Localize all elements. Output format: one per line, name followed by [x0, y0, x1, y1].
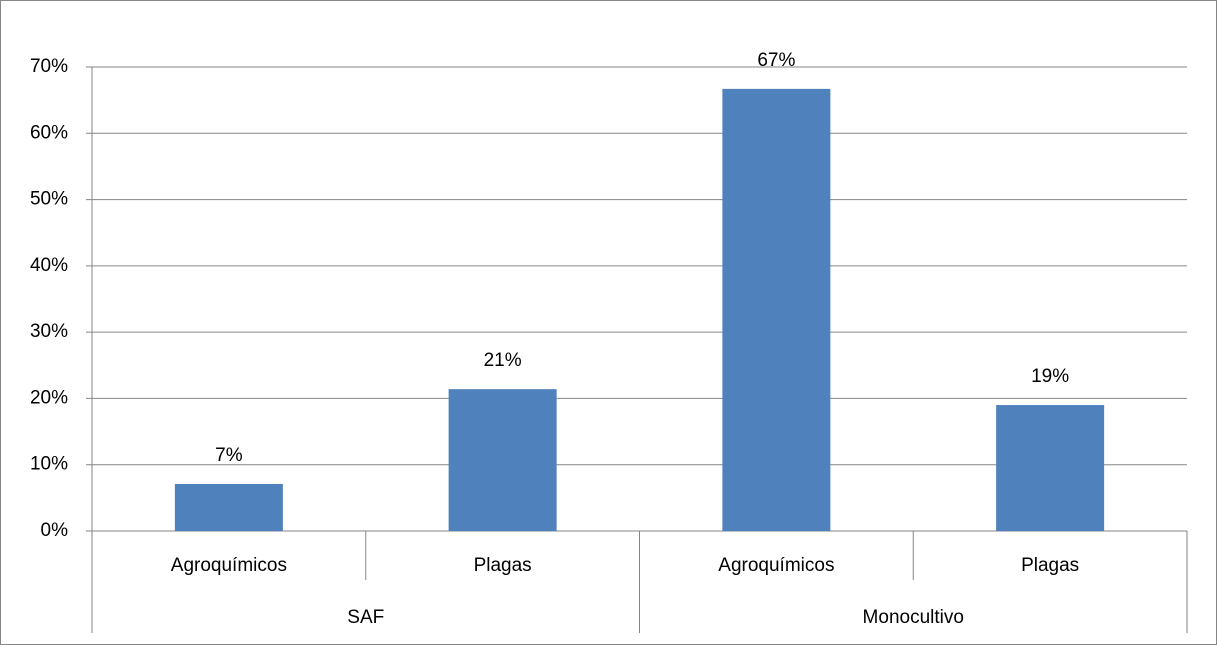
y-tick-label: 20%	[30, 387, 68, 408]
y-tick-label: 40%	[30, 255, 68, 276]
data-label: 19%	[1031, 366, 1069, 387]
group-label: Monocultivo	[863, 607, 964, 628]
y-tick-label: 30%	[30, 321, 68, 342]
y-tick-label: 50%	[30, 189, 68, 210]
x-tick-label: Agroquímicos	[718, 555, 834, 576]
bar	[722, 88, 831, 532]
data-label: 21%	[484, 350, 522, 371]
y-tick-label: 60%	[30, 122, 68, 143]
y-tick-label: 0%	[41, 520, 69, 541]
bar	[174, 483, 283, 531]
x-tick-label: Plagas	[1021, 555, 1079, 576]
data-label: 67%	[757, 50, 795, 71]
bar	[996, 405, 1105, 531]
data-label: 7%	[215, 445, 243, 466]
group-label: SAF	[347, 607, 384, 628]
x-tick-label: Plagas	[474, 555, 532, 576]
y-tick-label: 70%	[30, 56, 68, 77]
bar	[448, 389, 557, 531]
x-tick-label: Agroquímicos	[171, 555, 287, 576]
y-tick-label: 10%	[30, 454, 68, 475]
